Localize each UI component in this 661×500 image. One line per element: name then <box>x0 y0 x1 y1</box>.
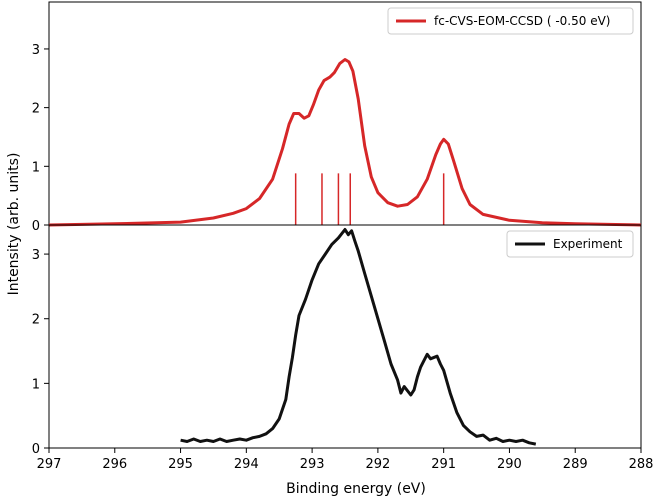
x-tick-label: 296 <box>102 457 127 472</box>
legend-box <box>506 230 634 258</box>
y-tick-label: 2 <box>32 102 40 117</box>
legend-box <box>387 7 634 35</box>
x-tick-label: 294 <box>234 457 259 472</box>
legend-label: fc-CVS-EOM-CCSD ( -0.50 eV) <box>434 14 610 28</box>
top-panel: 0 1 2 3 fc-CVS-EOM-CCSD ( -0.50 eV) <box>32 1 642 234</box>
y-tick-label: 1 <box>32 160 40 175</box>
plot-frame <box>48 224 642 449</box>
series-line <box>180 228 537 446</box>
y-tick-label: 1 <box>32 377 40 392</box>
legend-label: Experiment <box>553 237 623 251</box>
series-line <box>48 58 642 227</box>
x-axis: 297 296 295 294 293 292 291 290 289 288 <box>37 448 654 472</box>
x-tick-label: 289 <box>563 457 588 472</box>
x-tick-label: 292 <box>365 457 390 472</box>
x-tick-label: 291 <box>431 457 456 472</box>
x-tick-label: 293 <box>300 457 325 472</box>
legend: fc-CVS-EOM-CCSD ( -0.50 eV) <box>387 7 634 35</box>
plot-frame <box>48 1 642 226</box>
x-tick-label: 295 <box>168 457 193 472</box>
y-tick-label: 3 <box>32 43 40 58</box>
y-tick-label: 2 <box>32 313 40 328</box>
y-axis-label: Intensity (arb. units) <box>6 153 22 296</box>
legend: Experiment <box>506 230 634 258</box>
x-tick-label: 288 <box>629 457 654 472</box>
x-tick-label: 290 <box>497 457 522 472</box>
x-axis-label: Binding energy (eV) <box>286 481 426 497</box>
y-tick-label: 3 <box>32 248 40 263</box>
bottom-panel: 0 1 2 3 Experiment <box>32 224 642 457</box>
y-tick-label: 0 <box>32 442 40 457</box>
x-tick-label: 297 <box>37 457 62 472</box>
y-tick-label: 0 <box>32 219 40 234</box>
